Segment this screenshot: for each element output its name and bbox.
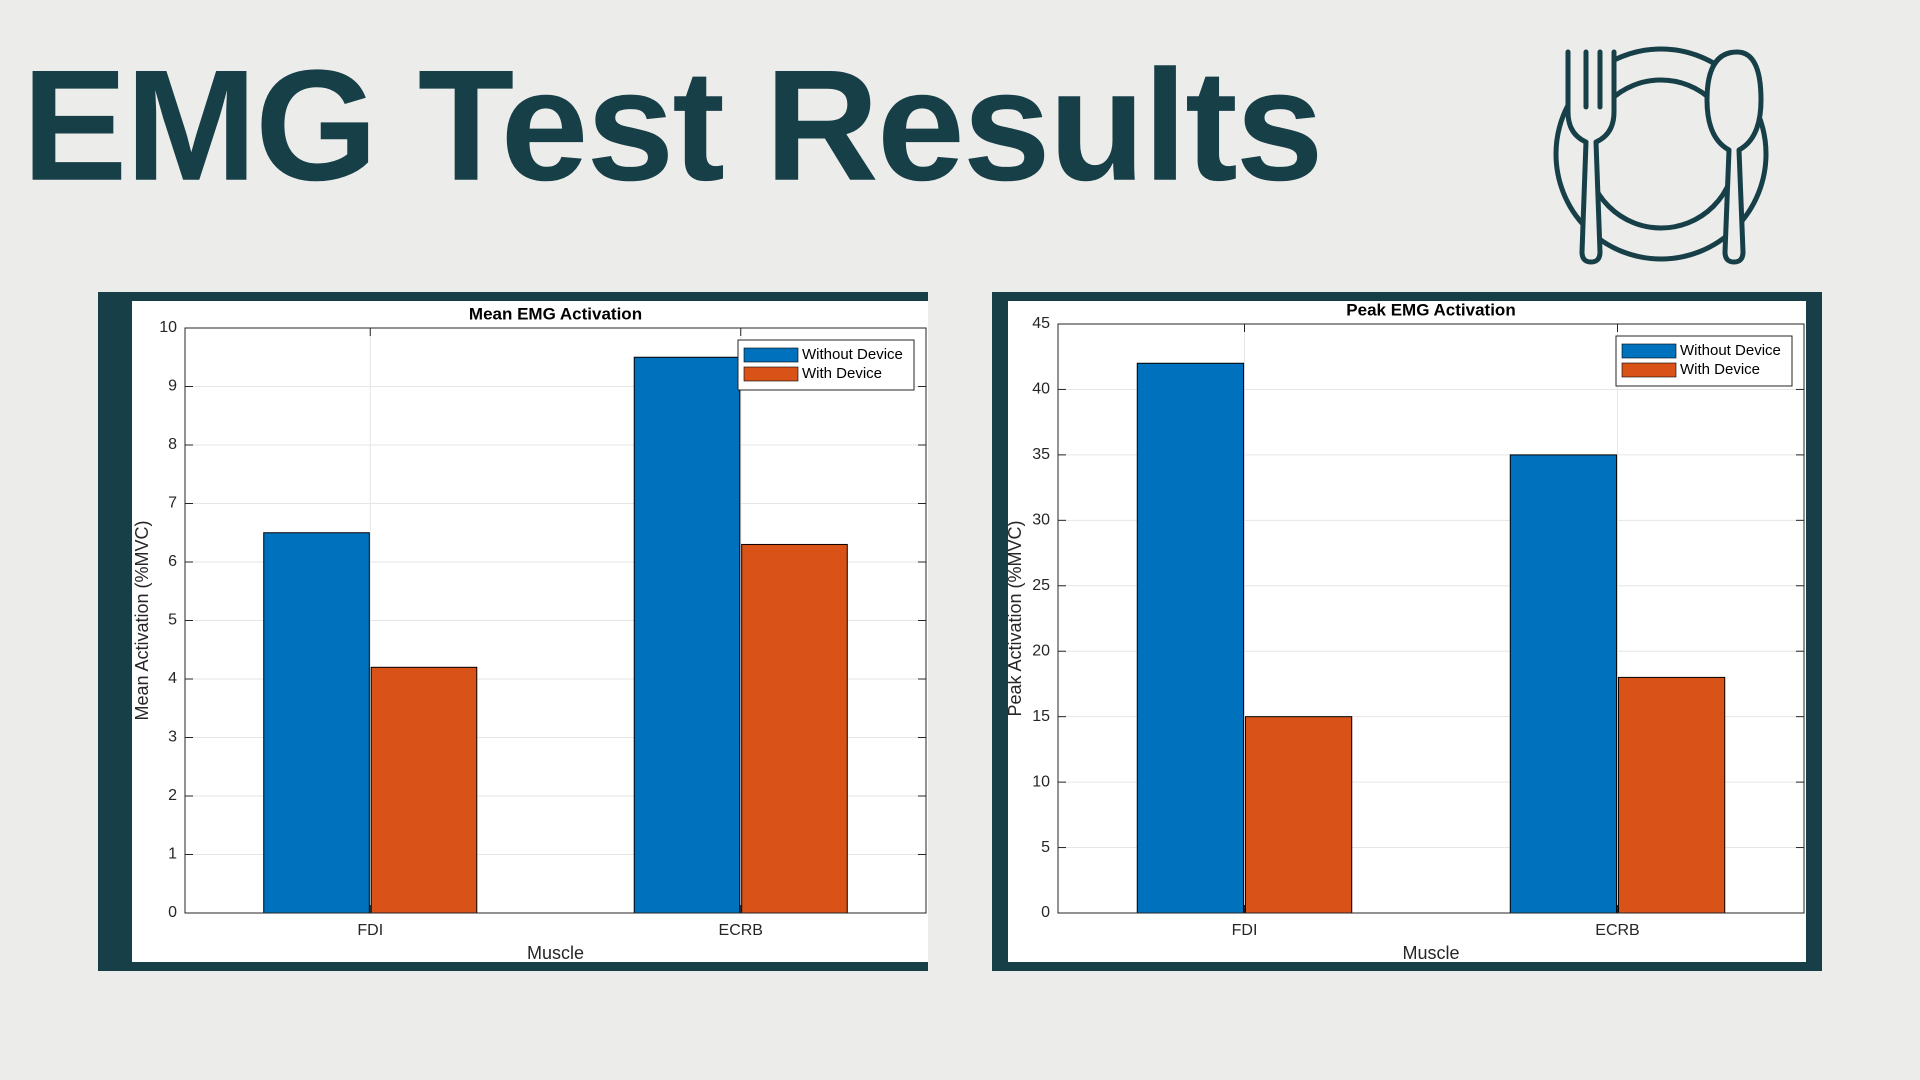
y-tick-label: 8 [168,436,177,453]
legend-label: With Device [1680,361,1760,378]
legend-swatch [743,366,799,382]
legend-label: With Device [802,365,882,382]
legend-swatch [1621,343,1677,359]
y-tick-label: 10 [1032,773,1050,790]
y-tick-label: 9 [168,378,177,395]
y-tick-label: 6 [168,553,177,570]
chart: Mean EMG Activation 0 1 2 3 4 5 6 7 8 9 10 FDI ECRB Mu… [132,304,927,963]
x-tick-label: ECRB [719,922,763,939]
chart-title: Peak EMG Activation [1346,300,1515,319]
x-tick-label: FDI [1232,922,1258,939]
x-tick-label: FDI [357,922,383,939]
y-tick-label: 4 [168,670,177,687]
y-tick-label: 1 [168,846,177,863]
chart-title: Mean EMG Activation [469,304,642,323]
x-tick-label: ECRB [1595,922,1639,939]
y-axis-label: Peak Activation (%MVC) [1005,520,1025,716]
legend-swatch [1621,362,1677,378]
bar [370,666,478,914]
page-title: EMG Test Results [22,38,1322,214]
x-axis-label: Muscle [1402,943,1459,963]
y-tick-label: 2 [168,787,177,804]
y-tick-label: 0 [168,904,177,921]
y-tick-label: 35 [1032,446,1050,463]
y-tick-label: 0 [1041,904,1050,921]
y-tick-label: 25 [1032,577,1050,594]
y-tick-label: 15 [1032,708,1050,725]
bar [741,543,848,914]
legend-label: Without Device [1680,342,1781,359]
y-tick-label: 30 [1032,512,1050,529]
legend-swatch [743,347,799,363]
y-tick-label: 20 [1032,642,1050,659]
y-tick-label: 5 [168,612,177,629]
y-tick-label: 3 [168,729,177,746]
bar [263,532,370,914]
bar [633,356,741,914]
bar [1244,716,1353,914]
dining-icon [1553,46,1769,265]
y-axis-label: Mean Activation (%MVC) [132,520,152,720]
y-tick-label: 7 [168,495,177,512]
chart: Peak EMG Activation 0 5 10 15 20 25 30 35 40 45 FDI… [1005,300,1805,963]
y-tick-label: 45 [1032,315,1050,332]
axes-box [1057,323,1805,914]
y-tick-label: 10 [159,319,177,336]
legend-label: Without Device [802,346,903,363]
bar [1509,454,1618,914]
bar [1617,676,1726,914]
y-tick-label: 5 [1041,839,1050,856]
axes-box [184,327,927,914]
x-axis-label: Muscle [527,943,584,963]
bar [1136,362,1245,914]
y-tick-label: 40 [1032,381,1050,398]
